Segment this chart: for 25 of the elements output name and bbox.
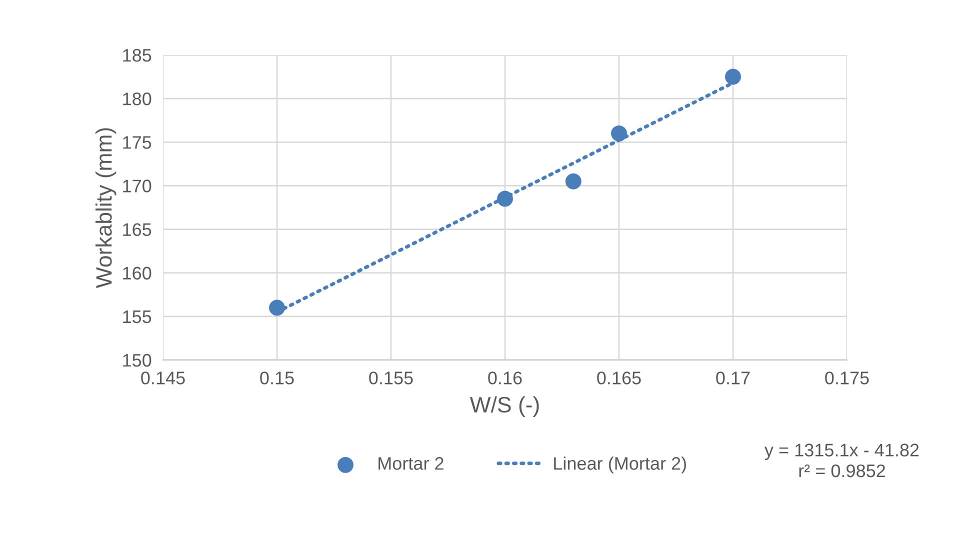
x-axis-title: W/S (-)	[470, 396, 539, 417]
y-tick-label: 175	[123, 136, 152, 149]
y-tick-label: 150	[123, 354, 152, 367]
x-tick-label: 0.175	[825, 372, 869, 384]
text: y = 1315.1x - 41.82 r² = 0.9852	[764, 444, 919, 478]
x-tick-label: 0.17	[716, 372, 750, 384]
x-tick-label: 0.155	[369, 372, 413, 384]
x-tick-label: 0.15	[260, 372, 294, 384]
y-tick-label: 185	[123, 48, 152, 62]
y-tick-label: 180	[123, 92, 152, 106]
x-tick-label: 0.165	[597, 372, 641, 384]
y-axis-title: Workablity (mm)	[95, 128, 116, 288]
point	[565, 173, 582, 190]
y-tick-label: 155	[123, 310, 152, 324]
point	[269, 300, 285, 316]
point	[611, 125, 627, 142]
y-tick-label: 170	[123, 180, 152, 192]
point	[725, 68, 741, 85]
y-tick-label: 160	[123, 266, 152, 280]
legend-label: Linear (Mortar 2)	[554, 456, 686, 474]
x-tick-label: 0.16	[488, 372, 522, 384]
point	[497, 190, 513, 207]
legend-label: Mortar 2	[378, 457, 444, 470]
x-tick-label: 0.145	[141, 372, 185, 384]
y-tick-label: 165	[123, 223, 152, 236]
